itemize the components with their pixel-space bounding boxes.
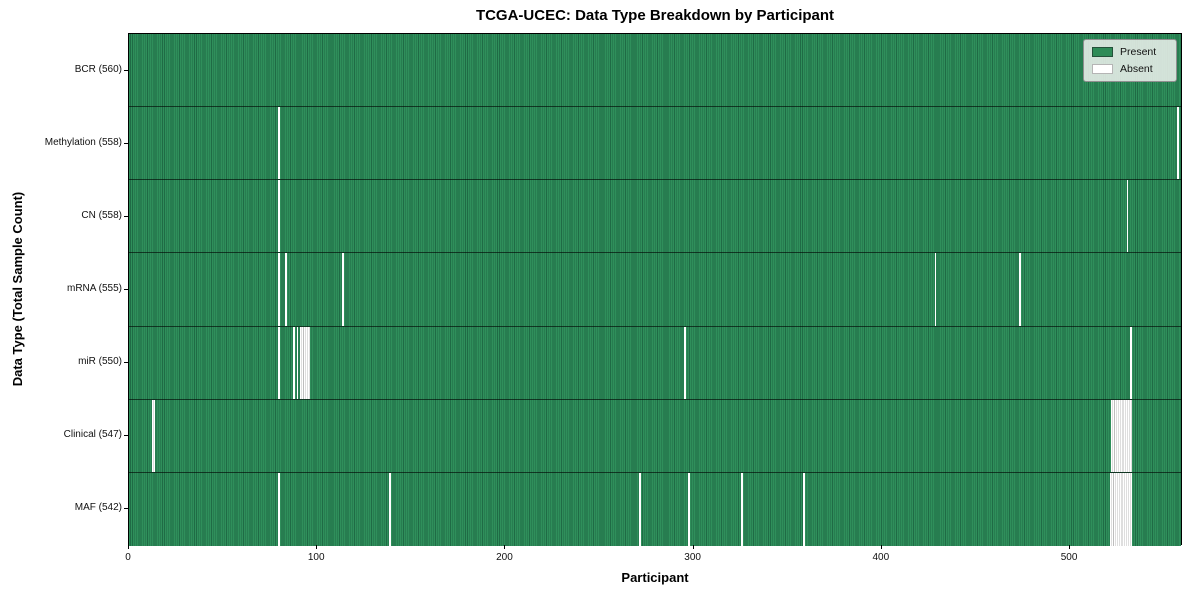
x-tick-mark xyxy=(1069,545,1071,549)
legend-label-absent: Absent xyxy=(1120,63,1153,75)
absent-mark xyxy=(1126,180,1129,253)
x-tick-label: 0 xyxy=(125,552,131,563)
absent-mark xyxy=(687,472,690,546)
x-tick-label: 500 xyxy=(1060,552,1078,563)
y-tick-label: MAF (542) xyxy=(74,502,122,514)
y-tick-mark xyxy=(124,508,128,510)
absent-mark xyxy=(1177,107,1180,180)
absent-mark xyxy=(277,472,280,546)
absent-mark xyxy=(1130,326,1133,399)
y-tick-mark xyxy=(124,362,128,364)
y-tick-mark xyxy=(124,435,128,437)
absent-mark xyxy=(1109,472,1133,546)
x-tick-mark xyxy=(504,545,506,549)
heatmap-row-clinical xyxy=(129,399,1181,473)
y-tick-label: BCR (560) xyxy=(74,63,122,75)
absent-mark xyxy=(802,472,805,546)
absent-mark xyxy=(277,253,280,326)
x-tick-mark xyxy=(692,545,694,549)
heatmap-row-cn xyxy=(129,180,1181,254)
chart-title: TCGA-UCEC: Data Type Breakdown by Partic… xyxy=(475,7,835,24)
x-tick-label: 400 xyxy=(872,552,890,563)
x-tick-mark xyxy=(316,545,318,549)
absent-mark xyxy=(296,326,299,399)
legend-label-present: Present xyxy=(1120,46,1157,58)
present-swatch xyxy=(1092,47,1113,57)
legend: Present Absent xyxy=(1083,39,1177,82)
x-tick-mark xyxy=(128,545,129,549)
legend-item-present: Present xyxy=(1092,46,1168,58)
heatmap-row-methylation xyxy=(129,107,1181,181)
heatmap-row-maf xyxy=(129,472,1181,546)
absent-mark xyxy=(151,399,156,472)
absent-mark xyxy=(388,472,391,546)
heatmap-plot-area xyxy=(128,33,1182,546)
absent-mark xyxy=(292,326,295,399)
y-tick-mark xyxy=(124,289,128,290)
y-tick-mark xyxy=(124,69,128,71)
absent-mark xyxy=(341,253,344,326)
y-tick-label: miR (550) xyxy=(78,356,122,368)
x-tick-label: 100 xyxy=(307,552,325,563)
absent-mark xyxy=(934,253,937,326)
x-tick-label: 300 xyxy=(684,552,701,563)
heatmap-row-bcr xyxy=(129,34,1181,108)
absent-mark xyxy=(684,326,687,399)
y-tick-mark xyxy=(124,215,128,217)
heatmap-row-mir xyxy=(129,326,1181,400)
y-tick-label: Clinical (547) xyxy=(63,429,122,441)
absent-mark xyxy=(277,107,280,180)
x-axis-label: Participant xyxy=(621,570,689,585)
absent-mark xyxy=(300,326,310,399)
y-tick-mark xyxy=(124,142,128,144)
absent-mark xyxy=(285,253,288,326)
y-tick-label: Methylation (558) xyxy=(44,136,122,148)
absent-swatch xyxy=(1092,64,1113,74)
absent-mark xyxy=(740,472,743,546)
absent-mark xyxy=(1111,399,1133,472)
x-tick-label: 200 xyxy=(496,552,513,563)
absent-mark xyxy=(1019,253,1022,326)
x-tick-mark xyxy=(880,545,882,549)
absent-mark xyxy=(277,180,280,253)
y-tick-label: CN (558) xyxy=(81,209,122,221)
absent-mark xyxy=(639,472,641,546)
heatmap-row-mrna xyxy=(129,253,1181,327)
legend-item-absent: Absent xyxy=(1092,63,1168,75)
absent-mark xyxy=(277,326,280,399)
y-tick-label: mRNA (555) xyxy=(66,283,122,294)
